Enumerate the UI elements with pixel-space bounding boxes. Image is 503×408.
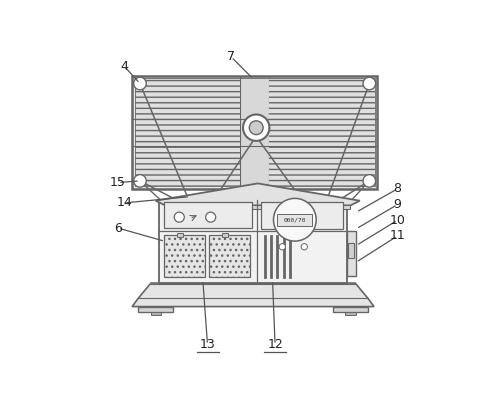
Polygon shape (132, 283, 374, 306)
Circle shape (249, 121, 263, 135)
Text: 14: 14 (116, 196, 132, 209)
Bar (132, 75, 377, 189)
Bar (240, 75, 269, 189)
Bar (277, 214, 312, 226)
Polygon shape (156, 184, 360, 205)
Bar (135, 78, 240, 186)
Bar (209, 235, 250, 277)
Text: 12: 12 (267, 338, 283, 351)
Text: 9: 9 (394, 198, 401, 211)
Circle shape (134, 175, 146, 187)
Bar (164, 235, 206, 277)
Text: 15: 15 (110, 176, 126, 189)
Text: 4: 4 (120, 60, 128, 73)
Bar (345, 312, 356, 315)
Text: 11: 11 (390, 229, 405, 242)
Bar (159, 200, 348, 283)
Circle shape (274, 198, 316, 241)
Bar (150, 312, 161, 315)
Bar (333, 306, 368, 312)
Circle shape (243, 115, 270, 141)
Circle shape (134, 77, 146, 90)
Bar (248, 189, 264, 192)
Bar (138, 306, 173, 312)
Circle shape (279, 244, 285, 250)
Bar (135, 78, 375, 186)
Circle shape (206, 212, 216, 222)
Circle shape (174, 212, 184, 222)
Text: 8: 8 (393, 182, 401, 195)
Bar (165, 205, 351, 209)
Circle shape (363, 175, 376, 187)
Bar (177, 233, 183, 237)
Bar (221, 233, 228, 237)
Bar (348, 243, 354, 258)
Circle shape (363, 77, 376, 90)
Bar (348, 231, 356, 276)
Bar (163, 202, 252, 228)
Bar (132, 75, 377, 189)
Circle shape (301, 244, 307, 250)
Text: 13: 13 (200, 338, 215, 351)
Bar (269, 78, 375, 186)
Text: 6: 6 (114, 222, 122, 235)
Text: 7: 7 (227, 50, 235, 63)
Text: 10: 10 (390, 214, 405, 227)
Bar (261, 202, 343, 229)
Text: 000/70: 000/70 (284, 217, 306, 222)
